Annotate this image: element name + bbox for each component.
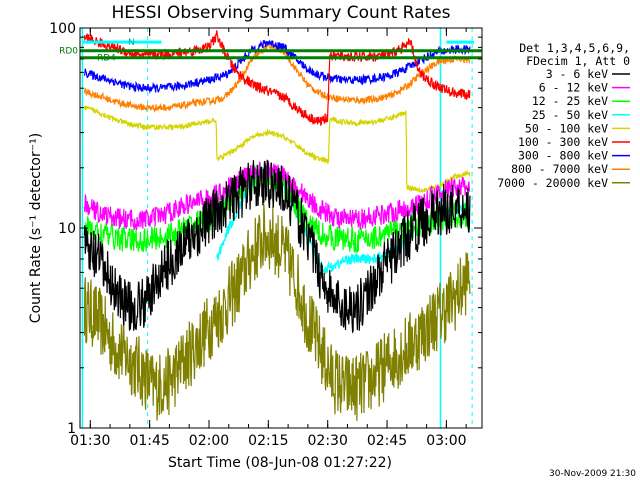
y-tick-label: 1 <box>67 421 76 437</box>
n-flag-label: N <box>128 38 135 48</box>
legend-label: 300 - 800 keV <box>518 149 608 163</box>
x-tick-label: 02:00 <box>189 433 229 449</box>
legend: Det 1,3,4,5,6,9,FDecim 1, Att 03 - 6 keV… <box>497 41 630 190</box>
x-axis: 01:30 01:45 02:00 02:15 02:30 02:45 03:00 <box>70 28 467 449</box>
legend-label: 12 - 25 keV <box>532 94 608 108</box>
series-line <box>83 41 471 114</box>
legend-header: Det 1,3,4,5,6,9, <box>519 41 630 55</box>
y-axis-label: Count Rate (s⁻¹ detector⁻¹) <box>28 133 44 323</box>
x-tick-label: 02:30 <box>308 433 348 449</box>
rd0-label: RD0 <box>59 47 78 57</box>
legend-label: 6 - 12 keV <box>539 81 608 95</box>
x-tick-label: 02:45 <box>367 433 407 449</box>
chart-title: HESSI Observing Summary Count Rates <box>111 3 450 23</box>
x-tick-label: 01:30 <box>70 433 110 449</box>
legend-label: 7000 - 20000 keV <box>497 176 608 190</box>
series-line <box>83 203 471 422</box>
y-axis: 1 10 100 <box>49 21 482 437</box>
legend-label: 3 - 6 keV <box>546 67 608 81</box>
y-tick-label: 100 <box>49 21 76 37</box>
series-line <box>83 159 471 334</box>
x-tick-label: 01:45 <box>129 433 169 449</box>
series-line <box>83 161 471 231</box>
legend-label: 25 - 50 keV <box>532 108 608 122</box>
x-axis-label: Start Time (08-Jun-08 01:27:22) <box>168 455 392 471</box>
footer-timestamp: 30-Nov-2009 21:30 <box>549 469 636 479</box>
x-tick-label: 03:00 <box>426 433 466 449</box>
rd4-label: RD4 <box>97 54 116 64</box>
legend-label: 800 - 7000 keV <box>511 162 608 176</box>
series-line <box>83 105 471 194</box>
y-tick-label: 10 <box>58 221 76 237</box>
legend-label: 100 - 300 keV <box>518 135 608 149</box>
series-line <box>83 30 471 127</box>
plot-series-group <box>80 28 482 428</box>
x-tick-label: 02:15 <box>248 433 288 449</box>
legend-header: FDecim 1, Att 0 <box>526 54 630 68</box>
plot-area: RD0 RD4 N <box>59 28 482 428</box>
legend-label: 50 - 100 keV <box>525 121 608 135</box>
series-line <box>83 39 471 94</box>
